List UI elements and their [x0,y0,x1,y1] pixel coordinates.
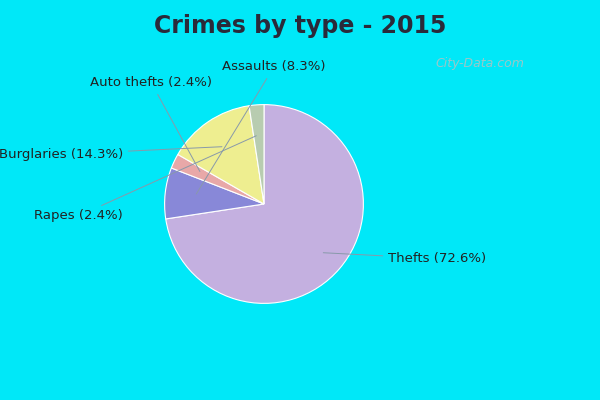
Wedge shape [164,168,264,219]
Text: Rapes (2.4%): Rapes (2.4%) [34,136,256,222]
Wedge shape [178,106,264,204]
Wedge shape [166,105,364,303]
Text: Assaults (8.3%): Assaults (8.3%) [196,60,326,194]
Text: Auto thefts (2.4%): Auto thefts (2.4%) [91,76,212,172]
Wedge shape [172,154,264,204]
Text: Burglaries (14.3%): Burglaries (14.3%) [0,147,222,161]
Text: Crimes by type - 2015: Crimes by type - 2015 [154,14,446,38]
Text: City-Data.com: City-Data.com [436,58,524,70]
Wedge shape [249,105,264,204]
Text: Thefts (72.6%): Thefts (72.6%) [323,252,487,265]
